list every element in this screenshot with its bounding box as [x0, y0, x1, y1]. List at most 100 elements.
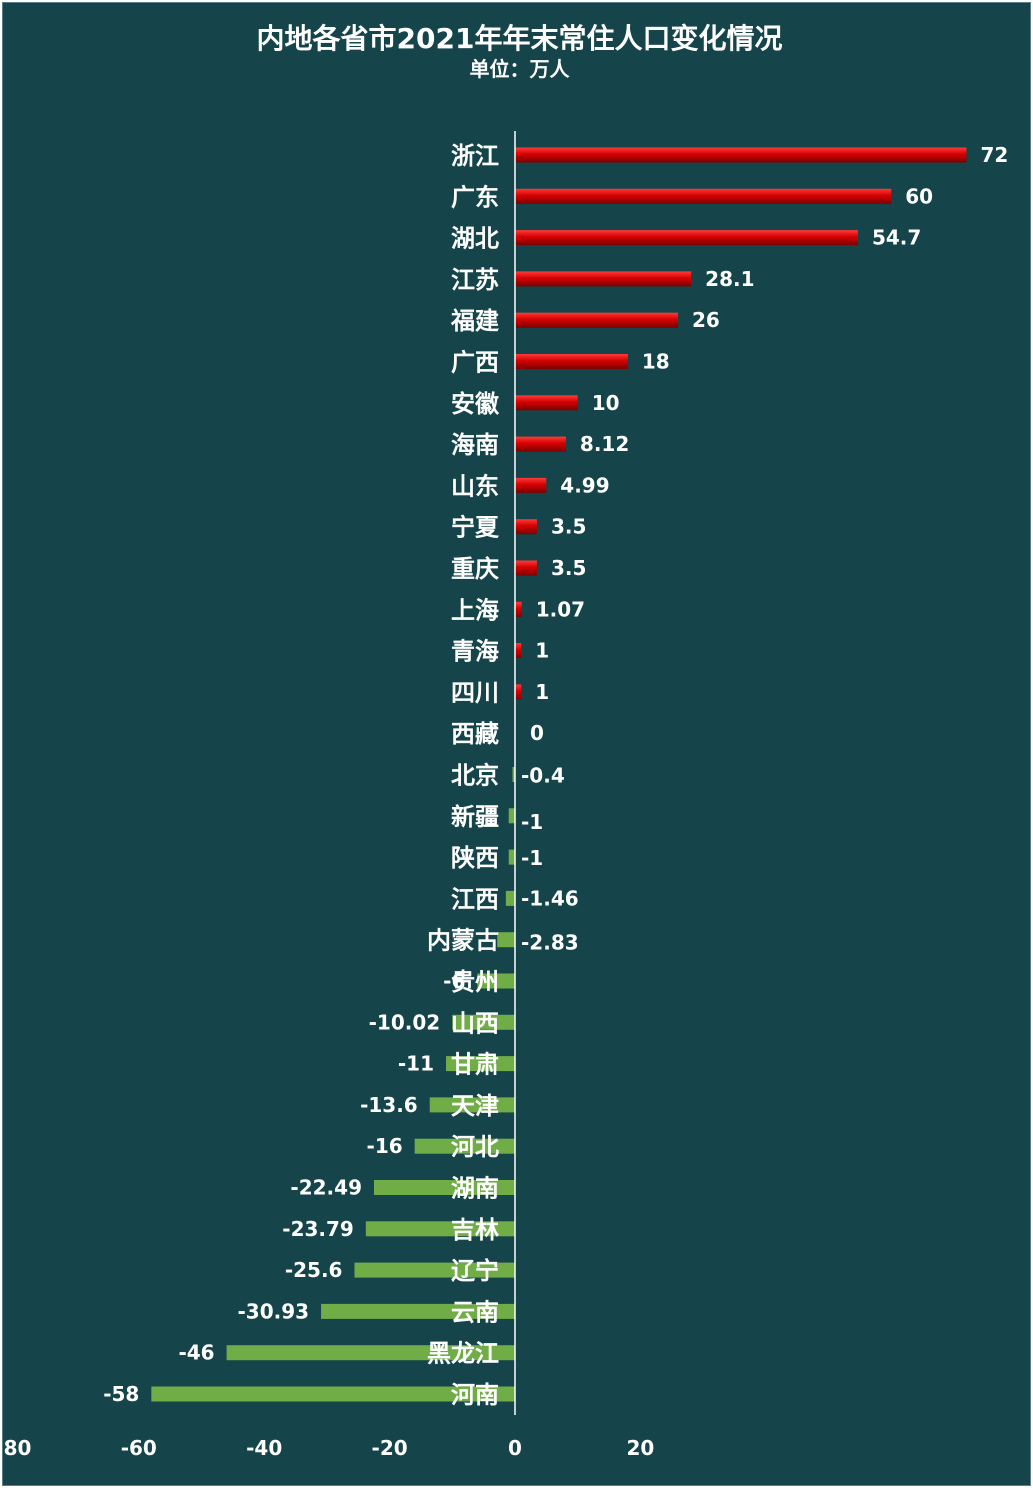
category-label: 新疆 — [451, 803, 499, 831]
value-label: 3.5 — [551, 515, 586, 539]
category-label: 上海 — [451, 596, 499, 624]
bar-positive — [515, 560, 537, 576]
bar-negative — [508, 849, 515, 865]
value-label: -2.83 — [521, 931, 579, 955]
bar-positive — [515, 684, 522, 700]
category-label: 黑龙江 — [427, 1340, 499, 1368]
bars-group — [151, 147, 967, 1402]
category-label: 甘肃 — [451, 1051, 499, 1079]
x-tick-label: -60 — [121, 1436, 157, 1460]
category-label: 山西 — [451, 1009, 499, 1037]
bar-negative — [508, 808, 515, 824]
value-label: -0.4 — [521, 764, 565, 788]
category-label: 江苏 — [451, 266, 499, 294]
bar-negative — [429, 1097, 515, 1113]
bar-negative — [446, 1056, 515, 1072]
bar-chart: 浙江广东湖北江苏福建广西安徽海南山东宁夏重庆上海青海四川西藏北京新疆陕西江西内蒙… — [3, 131, 1008, 1460]
bar-positive — [515, 188, 892, 204]
category-label: 青海 — [451, 638, 499, 666]
category-label: 天津 — [451, 1092, 499, 1120]
value-label: 1 — [535, 680, 549, 704]
value-label: 0 — [530, 721, 544, 745]
value-label: -30.93 — [238, 1299, 310, 1323]
category-label: 陕西 — [451, 844, 499, 872]
bar-positive — [515, 312, 679, 328]
category-label: 江西 — [451, 885, 499, 913]
value-label: 10 — [592, 391, 620, 415]
x-tick-label: 20 — [626, 1436, 654, 1460]
value-label: 18 — [642, 350, 670, 374]
value-label: 4.99 — [560, 473, 609, 497]
value-label: 8.12 — [580, 432, 629, 456]
value-label: -22.49 — [290, 1176, 362, 1200]
category-label: 内蒙古 — [427, 927, 499, 955]
value-label: -10.02 — [369, 1010, 441, 1034]
x-tick-label: 0 — [508, 1436, 522, 1460]
bar-negative — [373, 1180, 515, 1195]
category-label: 浙江 — [451, 142, 499, 170]
value-label: -1.46 — [521, 886, 579, 910]
value-label: -13.6 — [360, 1093, 418, 1117]
bar-negative — [321, 1303, 515, 1319]
bar-negative — [354, 1262, 515, 1278]
value-label: 3.5 — [551, 556, 586, 580]
value-label: 54.7 — [872, 226, 921, 250]
category-label: 湖北 — [451, 225, 499, 253]
category-label: 辽宁 — [451, 1257, 499, 1285]
value-label: 72 — [980, 143, 1008, 167]
category-label: 湖南 — [451, 1175, 499, 1203]
bar-positive — [515, 395, 578, 411]
bar-negative — [497, 932, 515, 948]
category-label: 河北 — [451, 1133, 499, 1161]
chart-subtitle: 单位：万人 — [469, 57, 570, 81]
category-label: 吉林 — [451, 1216, 499, 1244]
bar-negative — [226, 1345, 515, 1361]
value-label: 1.07 — [536, 597, 585, 621]
category-label: 西藏 — [451, 720, 499, 748]
value-label: -23.79 — [282, 1217, 354, 1241]
x-tick-label: -20 — [372, 1436, 408, 1460]
value-label: -25.6 — [285, 1258, 343, 1282]
category-label: 四川 — [451, 679, 499, 707]
category-label: 云南 — [451, 1298, 499, 1326]
bar-positive — [515, 477, 547, 493]
category-label: 重庆 — [451, 555, 499, 583]
category-label: 山东 — [451, 472, 499, 500]
value-label: 1 — [535, 639, 549, 663]
value-label: 26 — [692, 308, 720, 332]
category-label: 安徽 — [451, 390, 500, 418]
bar-positive — [515, 230, 858, 246]
bar-positive — [515, 601, 522, 617]
bar-positive — [515, 519, 537, 535]
bar-positive — [515, 271, 692, 287]
category-labels-group: 浙江广东湖北江苏福建广西安徽海南山东宁夏重庆上海青海四川西藏北京新疆陕西江西内蒙… — [427, 142, 500, 1409]
category-label: 宁夏 — [451, 514, 500, 542]
category-label: 广西 — [451, 349, 499, 377]
value-label: -46 — [178, 1341, 214, 1365]
bar-negative — [414, 1138, 515, 1154]
value-label: -16 — [367, 1134, 403, 1158]
value-labels-group: 726054.728.12618108.124.993.53.51.07110-… — [103, 143, 1008, 1406]
bar-negative — [505, 890, 515, 906]
value-label: -6 — [443, 969, 465, 993]
bar-positive — [515, 354, 628, 369]
bar-positive — [515, 147, 967, 163]
bar-positive — [515, 436, 566, 452]
value-label: -58 — [103, 1382, 139, 1406]
x-tick-label: -40 — [246, 1436, 282, 1460]
value-label: 28.1 — [705, 267, 754, 291]
bar-negative — [452, 1014, 515, 1030]
bar-positive — [515, 643, 522, 659]
x-tick-label: -80 — [3, 1436, 31, 1460]
bar-negative — [477, 973, 515, 989]
value-label: -11 — [398, 1052, 434, 1076]
category-label: 广东 — [451, 183, 499, 211]
chart-title: 内地各省市2021年年末常住人口变化情况 — [256, 22, 783, 55]
bar-negative — [512, 767, 515, 782]
value-label: -1 — [521, 810, 543, 834]
value-label: 60 — [905, 184, 933, 208]
value-label: -1 — [521, 846, 543, 870]
category-label: 海南 — [451, 431, 499, 459]
